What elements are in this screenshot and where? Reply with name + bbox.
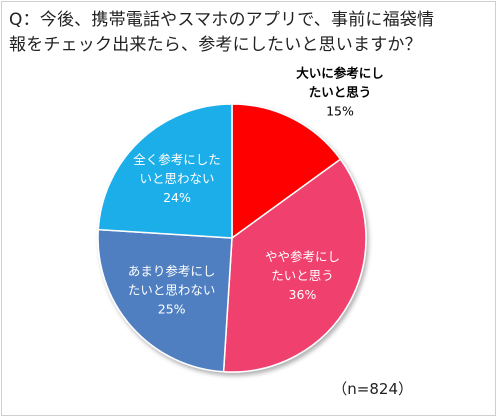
pie-slice-1	[231, 103, 342, 240]
slice-percent-label: 25%	[158, 302, 186, 317]
slice-percent-label: 15%	[326, 104, 354, 119]
chart-title: Q：今後、携帯電話やスマホのアプリで、事前に福袋情 報をチェック出来たら、参考に…	[9, 8, 489, 58]
slice-category-label: いと思わない	[139, 171, 214, 186]
slice-category-label: 大いに参考にし	[296, 66, 384, 81]
pie-slice-4	[97, 103, 233, 239]
slice-percent-label: 36%	[289, 287, 317, 302]
sample-size-note: （n=824）	[332, 380, 413, 398]
chart-title-line-1: Q：今後、携帯電話やスマホのアプリで、事前に福袋情	[9, 10, 435, 30]
slice-category-label: あまり参考にし	[128, 264, 216, 279]
slice-category-label: たいと思う	[271, 268, 334, 283]
slice-category-label: やや参考にし	[265, 249, 340, 264]
slice-percent-label: 24%	[163, 190, 191, 205]
slice-category-label: たいと思う	[309, 85, 372, 100]
pie-slice-3	[97, 228, 233, 373]
chart-title-line-2: 報をチェック出来たら、参考にしたいと思いますか？	[9, 35, 422, 55]
slice-category-label: 全く参考にした	[133, 152, 221, 167]
slice-category-label: たいと思わない	[128, 283, 216, 298]
pie-slice-2	[222, 158, 367, 373]
